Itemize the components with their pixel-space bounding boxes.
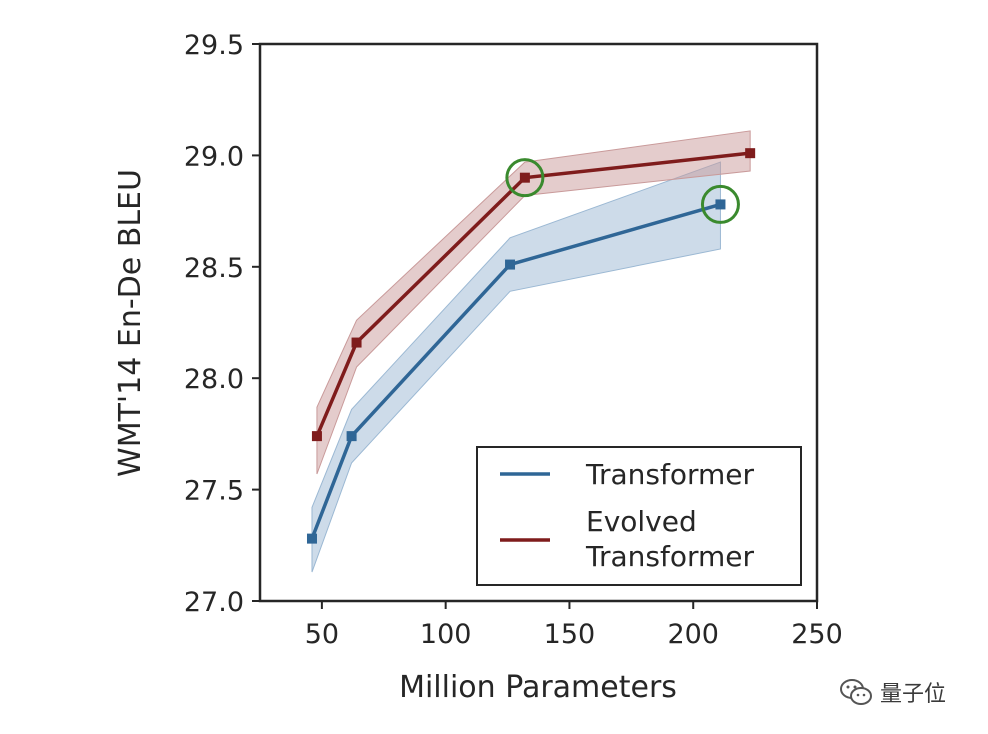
x-tick-label: 200 [667,619,719,650]
y-tick-label: 27.5 [184,476,244,507]
plot-frame [258,42,819,603]
x-tick-label: 150 [544,619,596,650]
series-markers [306,148,756,544]
y-axis-title: WMT'14 En-De BLEU [113,169,148,477]
watermark-text: 量子位 [880,682,947,707]
highlight-circles [505,158,740,224]
evolved-transformer-point [745,148,756,159]
wechat-icon [840,679,872,705]
y-tick-label: 29.5 [184,30,244,61]
legend-box [476,446,802,586]
evolved-transformer-confidence-band [316,130,751,475]
transformer-point [346,431,357,442]
legend-label-evolved-transformer: Evolved [586,505,697,538]
legend-label-transformer: Transformer [585,458,755,491]
highlight-circle [505,158,545,198]
highlight-circle [700,184,740,224]
evolved-transformer-point [351,337,362,348]
evolved-transformer-point [311,431,322,442]
transformer-point [306,533,317,544]
confidence-bands [311,130,751,573]
y-tick-label: 27.0 [184,587,244,618]
transformer-point [505,259,516,270]
y-tick-label: 29.0 [184,141,244,172]
legend-label-evolved-transformer: Transformer [585,540,755,573]
evolved-transformer-line [315,151,751,437]
y-axis-ticks: 27.0 27.5 28.0 28.5 29.0 29.5 [184,30,260,618]
transformer-confidence-band [311,161,721,573]
series-lines [310,151,751,540]
y-tick-label: 28.5 [184,253,244,284]
x-axis-title: Million Parameters [399,670,677,705]
x-tick-label: 50 [305,619,339,650]
evolved-transformer-point [519,172,530,183]
x-axis-ticks: 50 100 150 200 250 [305,601,843,650]
watermark: 量子位 [838,676,946,708]
transformer-point [715,199,726,210]
transformer-line [310,202,721,540]
x-tick-label: 100 [420,619,472,650]
x-tick-label: 250 [791,619,843,650]
y-tick-label: 28.0 [184,364,244,395]
